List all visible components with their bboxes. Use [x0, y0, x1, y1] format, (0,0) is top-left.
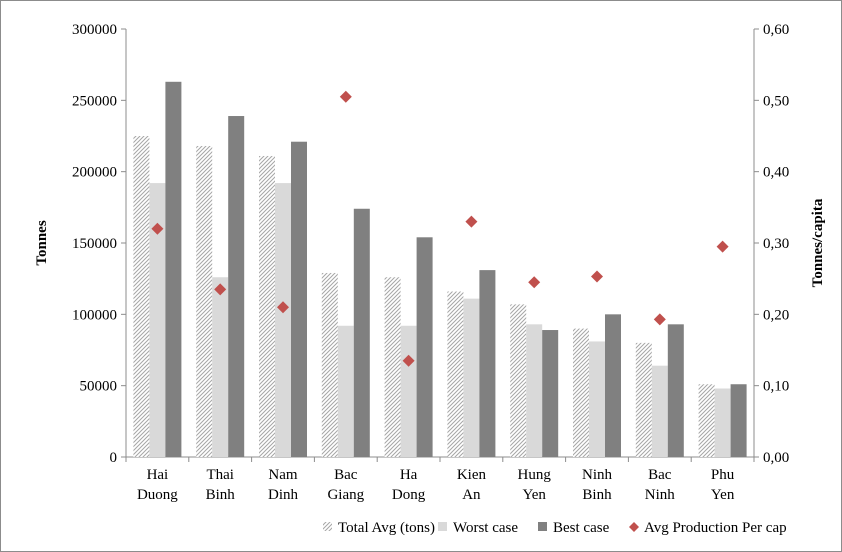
bar-hatched — [447, 291, 464, 457]
category-label-line: Binh — [582, 487, 612, 503]
bar-hatched — [321, 272, 338, 457]
category-label: Kien An — [457, 467, 487, 503]
category-label-line: Hai — [147, 467, 169, 483]
bar-light — [400, 325, 417, 457]
category-label: Phu Yen — [711, 467, 735, 503]
category-label: Hung Yen — [518, 467, 552, 503]
category-label-line: Nam — [268, 467, 297, 483]
per-capita-marker — [528, 276, 541, 289]
per-capita-marker — [716, 240, 729, 253]
category-label-line: Duong — [137, 487, 178, 503]
category-label-line: Binh — [206, 487, 236, 503]
category-label: Thai Binh — [206, 467, 236, 503]
bar-dark — [667, 324, 684, 457]
bar-hatched — [510, 304, 527, 457]
legend-label: Avg Production Per cap — [644, 520, 787, 536]
legend: Total Avg (tons) Worst case Best case Avg P… — [323, 520, 787, 536]
bar-dark — [542, 330, 559, 457]
left-axis-title: Tonnes — [34, 220, 50, 265]
bar-light — [275, 183, 291, 457]
left-tick-label: 200000 — [72, 165, 117, 181]
legend-swatch-per-capita — [629, 522, 639, 532]
left-tick-label: 0 — [110, 450, 118, 466]
bar-light — [212, 277, 229, 457]
per-capita-marker — [277, 301, 289, 314]
per-capita-marker — [151, 222, 164, 235]
legend-label: Best case — [553, 520, 610, 536]
per-capita-marker — [402, 354, 415, 367]
left-tick-label: 150000 — [72, 236, 117, 252]
legend-label: Worst case — [453, 520, 518, 536]
right-tick-label: 0,30 — [763, 236, 789, 252]
bar-hatched — [259, 155, 275, 457]
bar-dark — [416, 237, 433, 457]
bar-dark — [353, 208, 370, 457]
bar-light — [714, 388, 731, 457]
bar-light — [463, 298, 480, 457]
legend-swatch-light — [438, 522, 447, 531]
category-label: Ha Dong — [392, 467, 426, 503]
bar-light — [337, 325, 354, 457]
bar-dark — [479, 270, 496, 457]
bar-light — [149, 183, 166, 457]
bar-dark — [228, 116, 245, 457]
bar-dark — [605, 314, 621, 457]
bar-dark — [730, 384, 747, 457]
category-label-line: Giang — [327, 487, 364, 503]
category-label: Nam Dinh — [268, 467, 299, 503]
category-label-line: Bac — [648, 467, 672, 483]
bar-hatched — [196, 145, 213, 457]
per-capita-marker — [465, 215, 478, 228]
category-label-line: An — [462, 487, 481, 503]
category-label-line: Dong — [392, 487, 426, 503]
legend-label: Total Avg (tons) — [338, 520, 435, 536]
bar-light — [651, 365, 668, 457]
left-tick-label: 300000 — [72, 22, 117, 38]
category-label: Hai Duong — [137, 467, 178, 503]
category-label-line: Dinh — [268, 487, 299, 503]
bars-layer — [133, 81, 747, 457]
right-tick-label: 0,50 — [763, 93, 789, 109]
bar-dark — [291, 141, 307, 457]
bar-hatched — [384, 277, 401, 457]
category-label-line: Ha — [400, 467, 418, 483]
bar-light — [526, 324, 543, 457]
bar-light — [589, 341, 605, 457]
category-label: Ninh Binh — [582, 467, 613, 503]
markers-layer — [151, 90, 729, 367]
per-capita-marker — [214, 283, 227, 296]
category-label-line: Phu — [711, 467, 735, 483]
labels-layer: 0 50000 100000 150000 200000 250000 300000 0,00… — [34, 22, 826, 503]
category-label-line: Yen — [711, 487, 735, 503]
per-capita-marker — [653, 313, 666, 326]
category-label-line: Yen — [522, 487, 546, 503]
bar-dark — [165, 81, 182, 457]
bar-hatched — [133, 136, 150, 457]
category-label-line: Bac — [334, 467, 358, 483]
bar-hatched — [635, 342, 652, 457]
legend-swatch-hatched — [323, 522, 332, 531]
right-tick-label: 0,10 — [763, 379, 789, 395]
per-capita-marker — [591, 270, 603, 283]
right-tick-label: 0,40 — [763, 165, 789, 181]
category-label: Bac Ninh — [645, 467, 676, 503]
right-tick-label: 0,60 — [763, 22, 789, 38]
right-tick-label: 0,20 — [763, 307, 789, 323]
category-label-line: Hung — [518, 467, 552, 483]
per-capita-marker — [339, 90, 352, 103]
legend-swatch-dark — [538, 522, 547, 531]
category-label-line: Ninh — [645, 487, 676, 503]
bar-hatched — [573, 328, 589, 457]
left-tick-label: 250000 — [72, 93, 117, 109]
category-label-line: Ninh — [582, 467, 613, 483]
right-axis-title: Tonnes/capita — [810, 198, 826, 287]
category-label-line: Thai — [206, 467, 234, 483]
category-label: Bac Giang — [327, 467, 364, 503]
category-label-line: Kien — [457, 467, 487, 483]
bar-hatched — [698, 384, 715, 457]
left-tick-label: 50000 — [80, 379, 118, 395]
left-tick-label: 100000 — [72, 307, 117, 323]
right-tick-label: 0,00 — [763, 450, 789, 466]
